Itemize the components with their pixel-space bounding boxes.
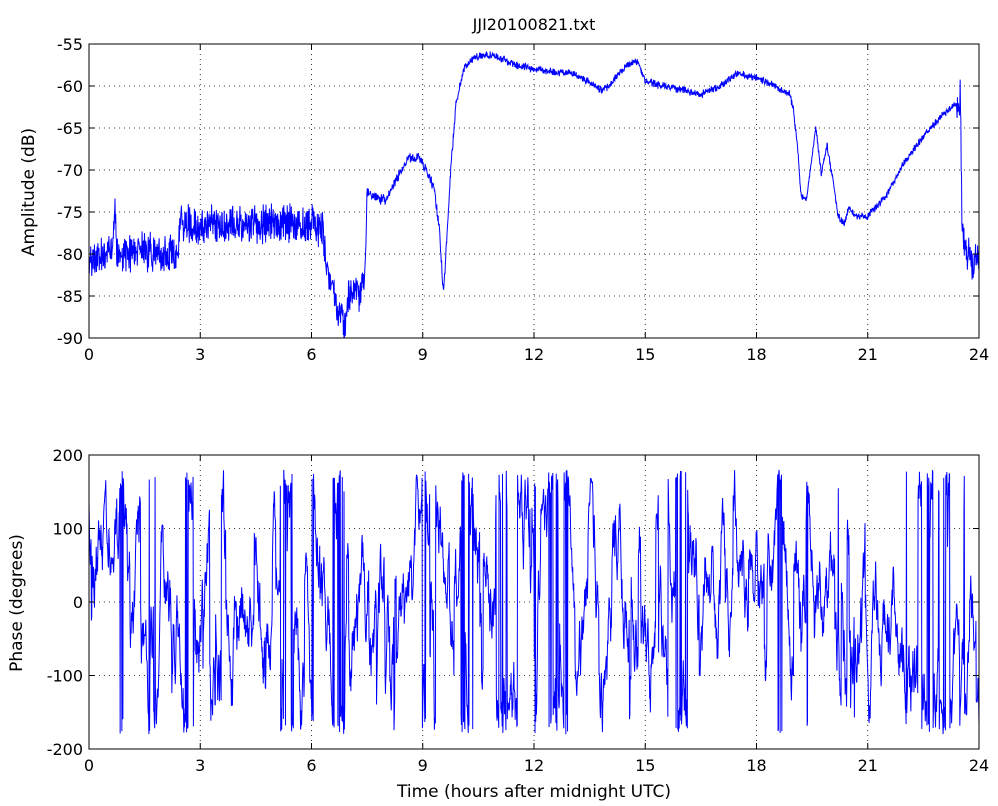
amplitude-x-tick-label: 9	[418, 345, 428, 364]
amplitude-y-tick-label: -85	[57, 287, 83, 306]
amplitude-x-tick-label: 21	[858, 345, 878, 364]
phase-x-tick-label: 3	[195, 756, 205, 775]
phase-y-tick-label: -100	[47, 667, 83, 686]
phase-y-tick-label: 100	[52, 520, 83, 539]
amplitude-panel: JJI20100821.txt Amplitude (dB) 0 3 6 9 12 15 1…	[19, 15, 989, 364]
amplitude-x-tick-label: 12	[524, 345, 544, 364]
phase-y-tick-label: 0	[73, 593, 83, 612]
amplitude-x-tick-label: 0	[84, 345, 94, 364]
phase-x-tick-label: 18	[746, 756, 766, 775]
phase-x-axis-title: Time (hours after midnight UTC)	[396, 782, 671, 802]
phase-x-tick-label: 0	[84, 756, 94, 775]
amplitude-chart-title: JJI20100821.txt	[472, 15, 596, 34]
phase-panel: Phase (degrees) Time (hours after midnig…	[7, 446, 989, 802]
phase-x-tick-label: 9	[418, 756, 428, 775]
phase-x-tick-label: 12	[524, 756, 544, 775]
amplitude-x-tick-label: 6	[306, 345, 316, 364]
phase-y-tick-label: -200	[47, 740, 83, 759]
amplitude-y-tick-label: -80	[57, 245, 83, 264]
amplitude-plot-frame	[88, 43, 980, 339]
amplitude-y-tick-label: -65	[57, 119, 83, 138]
amplitude-y-tick-label: -60	[57, 77, 83, 96]
amplitude-y-tick-label: -75	[57, 203, 83, 222]
amplitude-y-tick-label: -70	[57, 161, 83, 180]
phase-series-line	[88, 469, 980, 735]
amplitude-x-tick-label: 18	[746, 345, 766, 364]
phase-x-tick-label: 6	[306, 756, 316, 775]
phase-y-axis-title: Phase (degrees)	[7, 534, 27, 672]
amplitude-series-line	[88, 51, 980, 339]
phase-x-tick-label: 24	[969, 756, 989, 775]
phase-x-tick-label: 21	[858, 756, 878, 775]
phase-y-tick-label: 200	[52, 446, 83, 465]
amplitude-y-tick-label: -90	[57, 329, 83, 348]
amplitude-x-tick-label: 15	[635, 345, 655, 364]
amplitude-x-tick-label: 3	[195, 345, 205, 364]
amplitude-y-axis-title: Amplitude (dB)	[19, 128, 39, 256]
phase-x-tick-label: 15	[635, 756, 655, 775]
amplitude-y-tick-label: -55	[57, 35, 83, 54]
amplitude-x-tick-label: 24	[969, 345, 989, 364]
